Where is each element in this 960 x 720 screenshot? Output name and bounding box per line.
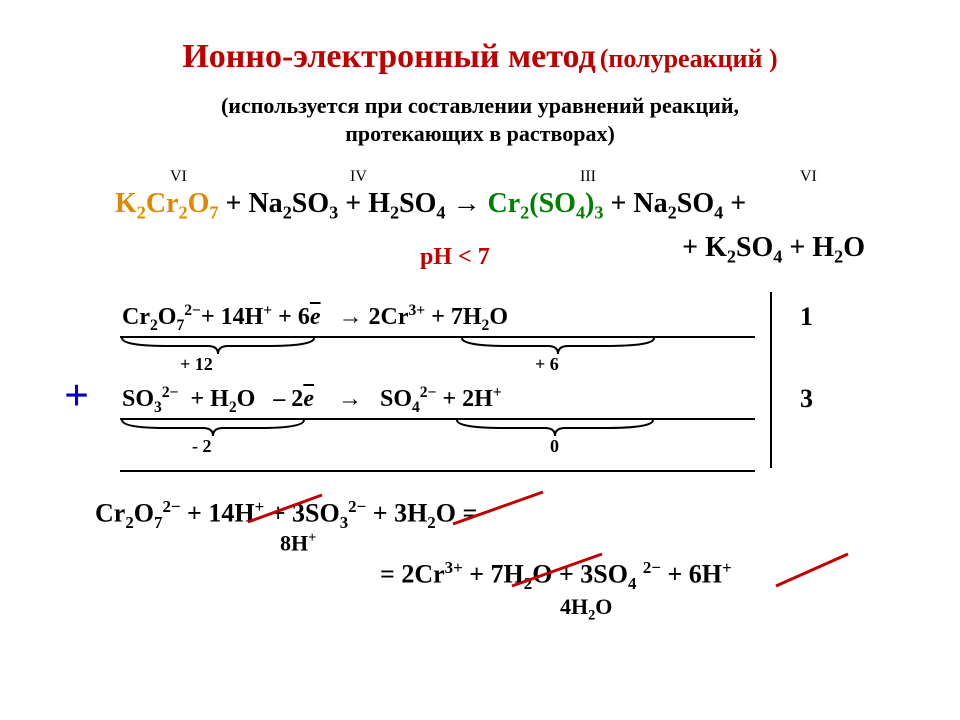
multiplier-1: 1 (800, 302, 813, 332)
slide-title: Ионно-электронный метод (полуреакций ) (0, 38, 960, 76)
underbrace-3 (120, 420, 310, 440)
product-chromium-sulfate: Cr2(SO4)3 (488, 188, 604, 219)
underbrace-1 (120, 338, 320, 358)
slide-page: Ионно-электронный метод (полуреакций ) (… (0, 0, 960, 720)
title-sub: (полуреакций ) (600, 44, 778, 73)
roman-4: VI (800, 168, 817, 186)
roman-1: VI (170, 168, 187, 186)
summed-equation-line1: Cr2O72− + 14H+ + 3SO32− + 3H2O = (95, 497, 477, 533)
brace-label-4: 0 (550, 436, 559, 457)
products-tail: + Na2SO4 + (603, 188, 746, 219)
oxidation-states-row: VI IV III VI (0, 168, 960, 188)
summed-equation-line2: = 2Cr3+ + 7H2O + 3SO4 2− + 6H+ (380, 558, 732, 594)
brace-label-3: - 2 (192, 436, 212, 457)
simplified-8h: 8H+ (280, 530, 316, 556)
combination-plus: + (64, 370, 89, 421)
slide-subtitle: (используется при составлении уравнений … (0, 92, 960, 147)
half-reaction-reduction: Cr2O72−+ 14H+ + 6e → 2Cr3+ + 7H2O (122, 302, 508, 335)
underbrace-2 (460, 338, 660, 358)
half-reactions-block: Cr2O72−+ 14H+ + 6e → 2Cr3+ + 7H2O + 12 +… (120, 302, 840, 472)
roman-2: IV (350, 168, 367, 186)
multiplier-divider (770, 292, 772, 468)
reagent-dichromate: K2Cr2O7 (115, 188, 219, 219)
roman-3: III (580, 168, 596, 186)
overall-equation-line1: K2Cr2O7 + Na2SO3 + H2SO4 → Cr2(SO4)3 + N… (115, 188, 960, 224)
overall-equation-line2: + K2SO4 + H2O (682, 232, 865, 268)
brace-label-2: + 6 (535, 354, 559, 375)
summation-rule (120, 470, 755, 472)
strike-line (776, 554, 848, 586)
half-reaction-oxidation: SO32− + H2O – 2e → SO42− + 2H+ (122, 384, 502, 417)
multiplier-2: 3 (800, 384, 813, 414)
simplified-4h2o: 4H2O (560, 594, 612, 624)
title-main: Ионно-электронный метод (182, 38, 595, 75)
subtitle-line1: (используется при составлении уравнений … (221, 93, 739, 118)
subtitle-line2: протекающих в растворах) (345, 121, 615, 146)
brace-label-1: + 12 (180, 354, 213, 375)
ph-condition: pH < 7 (420, 244, 490, 271)
reagents-middle: + Na2SO3 + H2SO4 → (219, 188, 488, 219)
